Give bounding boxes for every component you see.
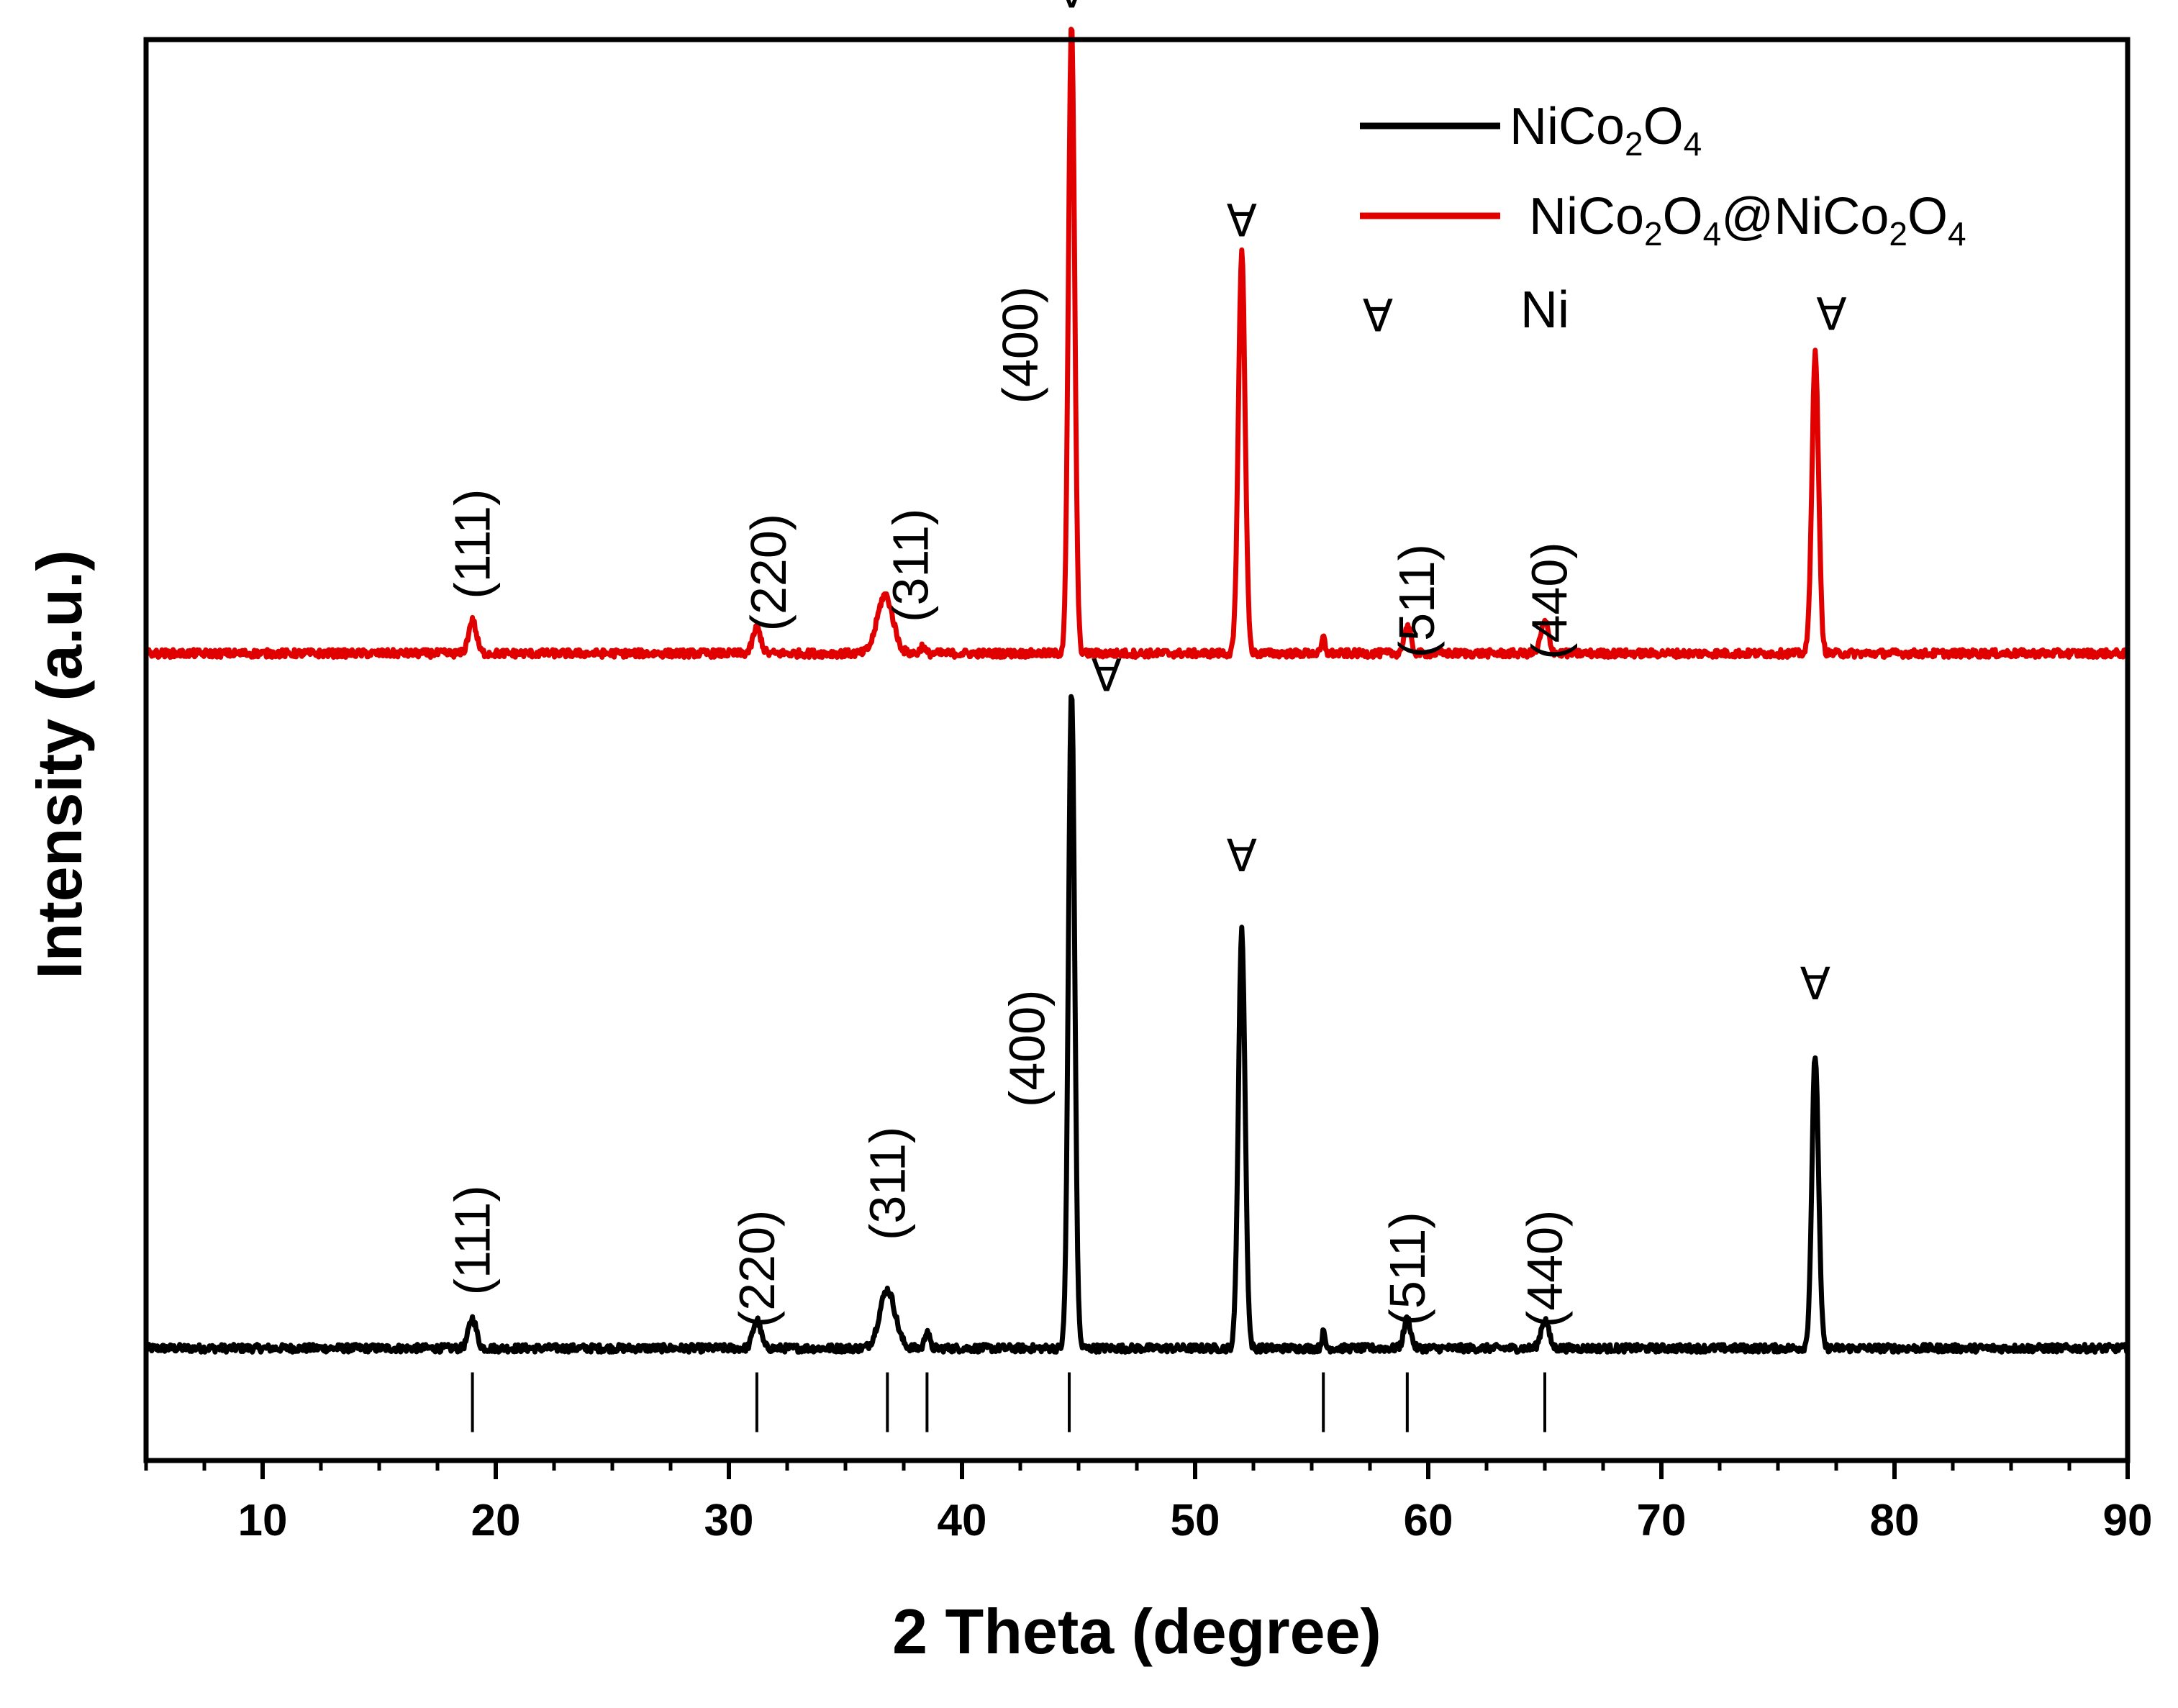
series-layer bbox=[143, 27, 2130, 1355]
peak-label: (400) bbox=[999, 990, 1056, 1107]
y-axis-title: Intensity (a.u.) bbox=[24, 550, 95, 979]
peak-label: (511) bbox=[1389, 544, 1445, 658]
peak-label: (311) bbox=[883, 509, 939, 622]
x-tick-label: 40 bbox=[938, 1496, 987, 1545]
x-axis-title: 2 Theta (degree) bbox=[892, 1596, 1381, 1667]
ni-marker: ∀ bbox=[1227, 832, 1257, 881]
series-line-0 bbox=[143, 694, 2130, 1355]
peak-label: (440) bbox=[1521, 542, 1577, 659]
series-line-1 bbox=[143, 27, 2130, 660]
x-tick-label: 20 bbox=[471, 1496, 521, 1545]
reference-lines bbox=[471, 1372, 1546, 1432]
ni-marker: ∀ bbox=[1056, 0, 1086, 17]
legend: NiCo2O4 NiCo2O4@NiCo2O4 ∀ Ni bbox=[1360, 98, 1966, 342]
ni-marker: ∀ bbox=[1816, 291, 1846, 340]
x-tick-label: 30 bbox=[704, 1496, 754, 1545]
x-tick-label: 60 bbox=[1404, 1496, 1453, 1545]
ni-marker: ∀ bbox=[1092, 651, 1122, 701]
legend-label: NiCo2O4 bbox=[1510, 98, 1702, 163]
peak-label: (400) bbox=[992, 286, 1048, 404]
x-tick-label: 10 bbox=[238, 1496, 288, 1545]
peak-label: (111) bbox=[445, 1185, 501, 1295]
axes: 10 20 30 40 50 60 70 80 90 bbox=[143, 37, 2153, 1545]
legend-ni-label: Ni bbox=[1520, 281, 1569, 339]
x-tick-label: 90 bbox=[2103, 1496, 2153, 1545]
peak-label: (111) bbox=[445, 489, 501, 599]
peak-labels: (111) (220) (311) (400) (511) (440) ∀ ∀ ∀ (111) (2… bbox=[445, 0, 1847, 1327]
peak-label: (220) bbox=[729, 1210, 785, 1327]
x-tick-label: 70 bbox=[1637, 1496, 1687, 1545]
legend-label: NiCo2O4@NiCo2O4 bbox=[1529, 188, 1966, 253]
peak-label: (440) bbox=[1517, 1210, 1573, 1327]
ni-marker: ∀ bbox=[1800, 960, 1830, 1009]
ni-marker: ∀ bbox=[1227, 196, 1257, 246]
peak-label: (511) bbox=[1379, 1212, 1435, 1325]
peak-label: (220) bbox=[740, 514, 797, 631]
x-tick-label: 80 bbox=[1870, 1496, 1920, 1545]
x-tick-label: 50 bbox=[1171, 1496, 1220, 1545]
peak-label: (311) bbox=[859, 1127, 915, 1240]
legend-ni-marker: ∀ bbox=[1363, 292, 1393, 342]
